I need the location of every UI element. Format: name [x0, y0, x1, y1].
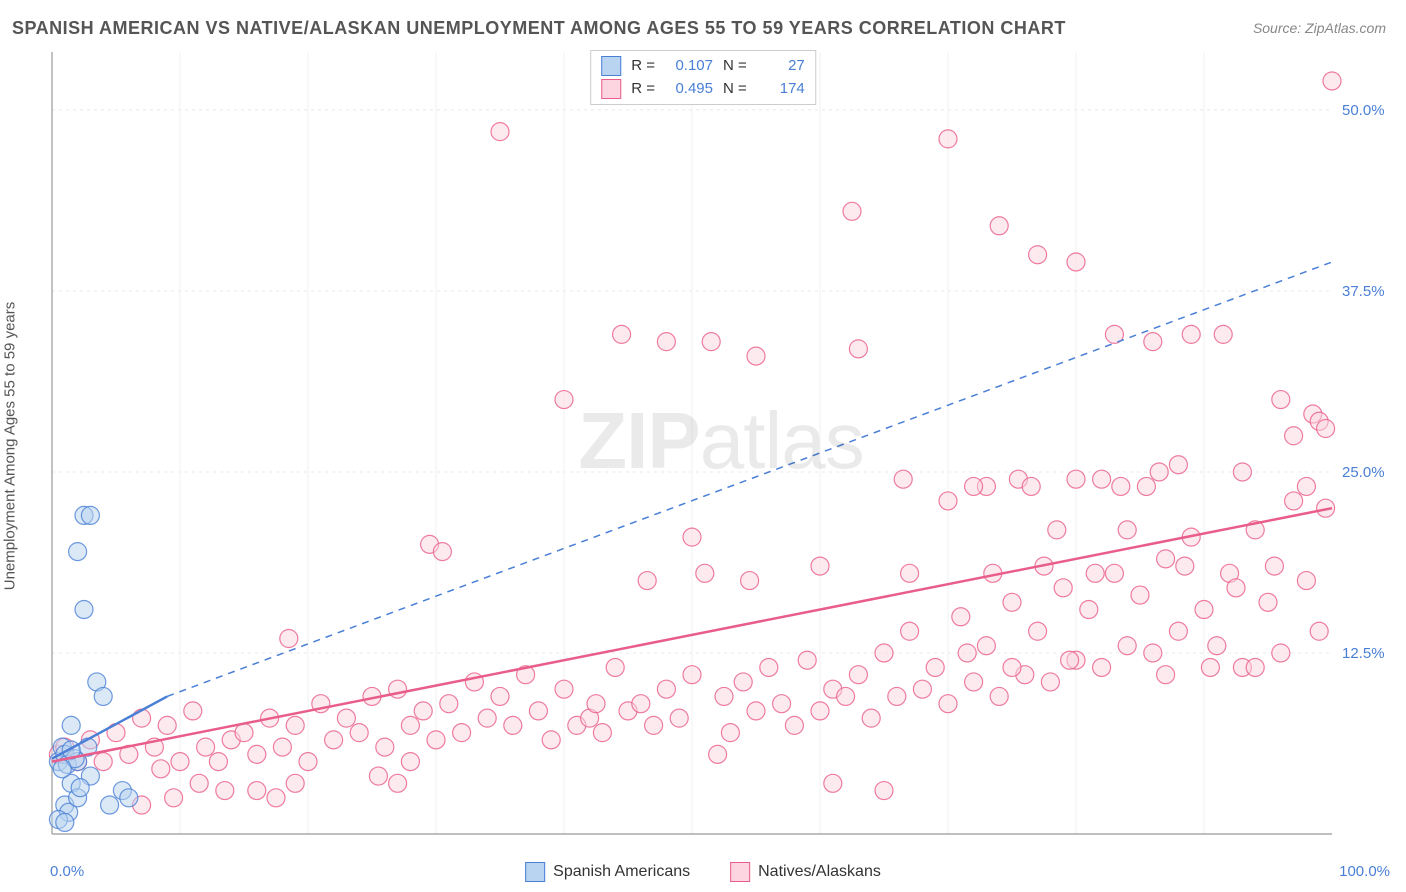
- svg-text:12.5%: 12.5%: [1342, 645, 1385, 662]
- r-value-native: 0.495: [665, 78, 713, 101]
- swatch-native: [601, 79, 621, 99]
- svg-text:25.0%: 25.0%: [1342, 464, 1385, 481]
- r-value-spanish: 0.107: [665, 55, 713, 78]
- legend-label-native: Natives/Alaskans: [758, 863, 881, 881]
- header: SPANISH AMERICAN VS NATIVE/ALASKAN UNEMP…: [0, 0, 1406, 48]
- svg-text:37.5%: 37.5%: [1342, 283, 1385, 300]
- n-value-spanish: 27: [757, 55, 805, 78]
- r-label: R =: [631, 55, 655, 78]
- n-label: N =: [723, 78, 747, 101]
- r-label: R =: [631, 78, 655, 101]
- source-label: Source: ZipAtlas.com: [1253, 20, 1386, 36]
- svg-text:50.0%: 50.0%: [1342, 102, 1385, 119]
- x-tick-0: 0.0%: [50, 863, 84, 880]
- swatch-native: [730, 862, 750, 882]
- chart-title: SPANISH AMERICAN VS NATIVE/ALASKAN UNEMP…: [12, 18, 1066, 39]
- legend-row-native: R = 0.495 N = 174: [601, 78, 805, 101]
- y-axis-label: Unemployment Among Ages 55 to 59 years: [2, 302, 19, 591]
- plot-container: 12.5%25.0%37.5%50.0% ZIPatlas: [48, 48, 1394, 852]
- series-legend: Spanish Americans Natives/Alaskans: [525, 862, 881, 882]
- correlation-legend: R = 0.107 N = 27 R = 0.495 N = 174: [590, 50, 816, 105]
- scatter-chart: 12.5% 25.0% 37.5% 50.0%: [48, 48, 1394, 852]
- n-label: N =: [723, 55, 747, 78]
- legend-row-spanish: R = 0.107 N = 27: [601, 55, 805, 78]
- legend-label-spanish: Spanish Americans: [553, 863, 690, 881]
- swatch-spanish: [601, 56, 621, 76]
- legend-item-native: Natives/Alaskans: [730, 862, 881, 882]
- x-tick-100: 100.0%: [1339, 863, 1390, 880]
- swatch-spanish: [525, 862, 545, 882]
- n-value-native: 174: [757, 78, 805, 101]
- legend-item-spanish: Spanish Americans: [525, 862, 690, 882]
